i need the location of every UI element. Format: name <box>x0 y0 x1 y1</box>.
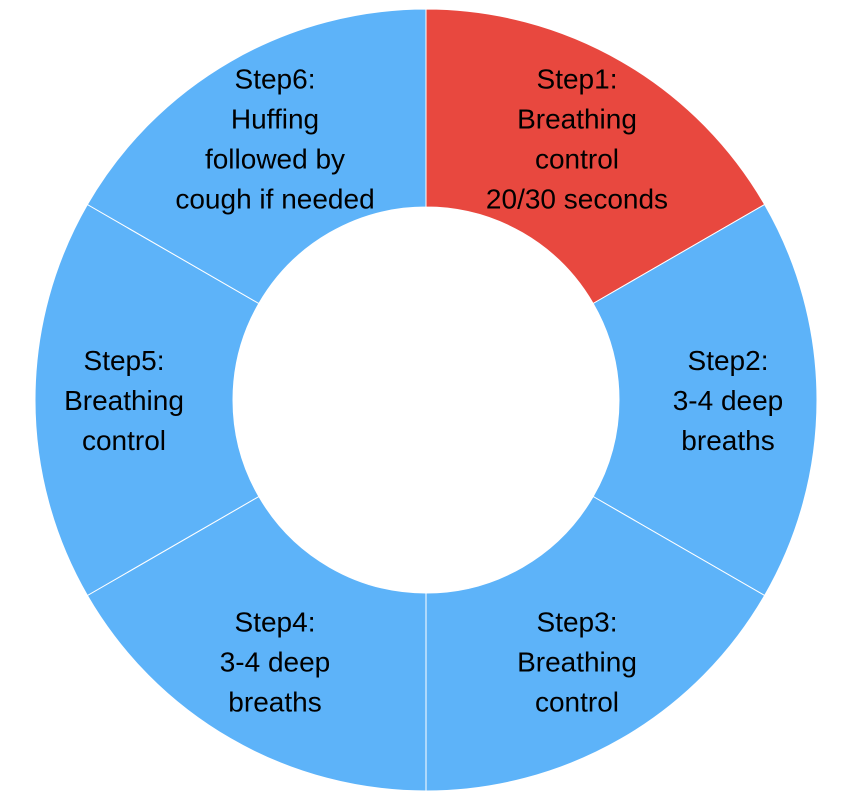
step3-label-line: Step3: <box>537 607 618 638</box>
segment-step5 <box>34 203 260 597</box>
step4-label-line: Step4: <box>235 607 316 638</box>
step6-label-line: cough if needed <box>175 183 374 214</box>
step1-label-line: Breathing <box>517 103 637 134</box>
step2-label-line: Step2: <box>688 345 769 376</box>
step1-label-line: 20/30 seconds <box>486 183 668 214</box>
segment-step2 <box>592 203 818 597</box>
segment-step1 <box>425 8 766 305</box>
ring <box>34 8 818 792</box>
segment-step3 <box>425 495 766 792</box>
segment-step4 <box>86 495 427 792</box>
step6-label-line: followed by <box>205 143 345 174</box>
step6-label-line: Huffing <box>231 103 319 134</box>
step4-label: Step4: 3-4 deep breaths <box>220 607 331 718</box>
step6-label: Step6: Huffing followed by cough if needed <box>175 63 374 214</box>
step2-label-line: breaths <box>681 425 774 456</box>
step4-label-line: breaths <box>228 687 321 718</box>
step4-label-line: 3-4 deep <box>220 647 331 678</box>
step2-label: Step2: 3-4 deep breaths <box>673 345 784 456</box>
step2-label-line: 3-4 deep <box>673 385 784 416</box>
step5-label-line: control <box>82 425 166 456</box>
step3-label-line: control <box>535 687 619 718</box>
step5-label: Step5: Breathing control <box>64 345 184 456</box>
step3-label-line: Breathing <box>517 647 637 678</box>
step3-label: Step3: Breathing control <box>517 607 637 718</box>
step1-label-line: Step1: <box>537 63 618 94</box>
step1-label-line: control <box>535 143 619 174</box>
step5-label-line: Step5: <box>84 345 165 376</box>
segment-step6 <box>86 8 427 305</box>
step6-label-line: Step6: <box>235 63 316 94</box>
step5-label-line: Breathing <box>64 385 184 416</box>
step1-label: Step1: Breathing control 20/30 seconds <box>486 63 668 214</box>
step-labels: Step1: Breathing control 20/30 seconds Step2… <box>64 63 783 717</box>
